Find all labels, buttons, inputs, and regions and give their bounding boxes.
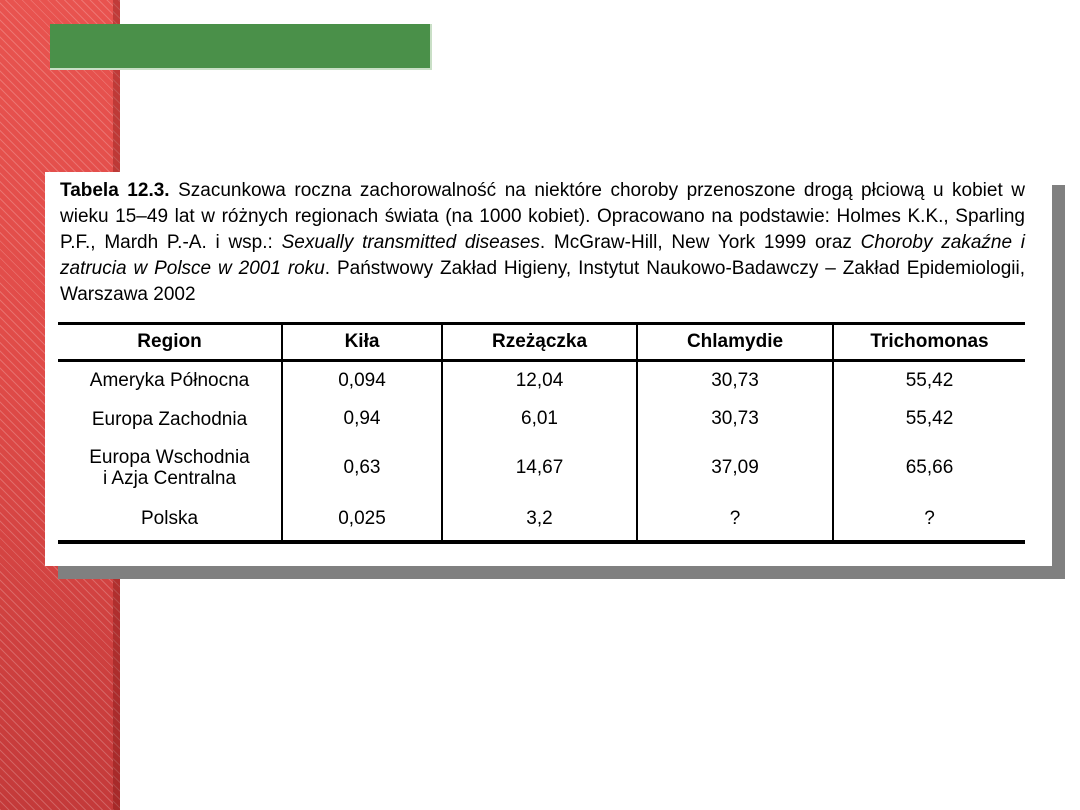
value-cell: ?	[832, 497, 1025, 542]
value-cell: 14,67	[441, 438, 637, 498]
caption-table-number: Tabela 12.3.	[60, 180, 170, 201]
value-cell: 6,01	[441, 399, 637, 439]
region-cell: Polska	[140, 508, 199, 529]
value-cell: 30,73	[636, 360, 833, 400]
column-header-kila: Kiła	[281, 323, 442, 362]
table-row: Europa Wschodnia i Azja Centralna 0,63 1…	[58, 438, 1025, 498]
value-cell: 0,094	[281, 360, 442, 400]
column-header-rzezaczka: Rzeżączka	[441, 323, 637, 362]
header-row: Region Kiła Rzeżączka Chlamydie Trichomo…	[58, 323, 1025, 362]
table-row: Ameryka Północna 0,094 12,04 30,73 55,42	[58, 360, 1025, 400]
content-panel: Tabela 12.3. Szacunkowa roczna zachorowa…	[45, 172, 1052, 566]
value-cell: 30,73	[636, 399, 833, 439]
column-header-trichomonas: Trichomonas	[832, 323, 1025, 362]
value-cell: 55,42	[832, 399, 1025, 439]
incidence-table: Region Kiła Rzeżączka Chlamydie Trichomo…	[58, 322, 1025, 544]
green-accent-bar	[50, 24, 432, 70]
caption-text: . Państwowy Zakład Higieny, Instytut Nau…	[60, 258, 1025, 305]
table-caption: Tabela 12.3. Szacunkowa roczna zachorowa…	[60, 178, 1025, 308]
region-cell: Europa Wschodnia i Azja Centralna	[89, 447, 250, 489]
value-cell: 37,09	[636, 438, 833, 498]
caption-cited-work-1: Sexually transmitted diseases	[281, 232, 540, 253]
value-cell: 12,04	[441, 360, 637, 400]
column-header-region: Region	[58, 323, 282, 362]
table-row: Polska 0,025 3,2 ? ?	[58, 497, 1025, 542]
value-cell: 0,025	[281, 497, 442, 542]
value-cell: 0,94	[281, 399, 442, 439]
caption-cited-work-2: Choroby zakaźne i zatrucia w Polsce w 20…	[60, 232, 1025, 279]
table-row: Europa Zachodnia 0,94 6,01 30,73 55,42	[58, 399, 1025, 439]
caption-text: . McGraw-Hill, New York 1999 oraz	[539, 232, 861, 253]
value-cell: 3,2	[441, 497, 637, 542]
value-cell: 65,66	[832, 438, 1025, 498]
column-header-chlamydie: Chlamydie	[636, 323, 833, 362]
caption-text: Szacunkowa roczna zachorowalność na niek…	[60, 180, 1025, 253]
value-cell: ?	[636, 497, 833, 542]
value-cell: 0,63	[281, 438, 442, 498]
region-cell: Ameryka Północna	[89, 370, 250, 392]
region-cell: Europa Zachodnia	[91, 408, 248, 430]
value-cell: 55,42	[832, 360, 1025, 400]
